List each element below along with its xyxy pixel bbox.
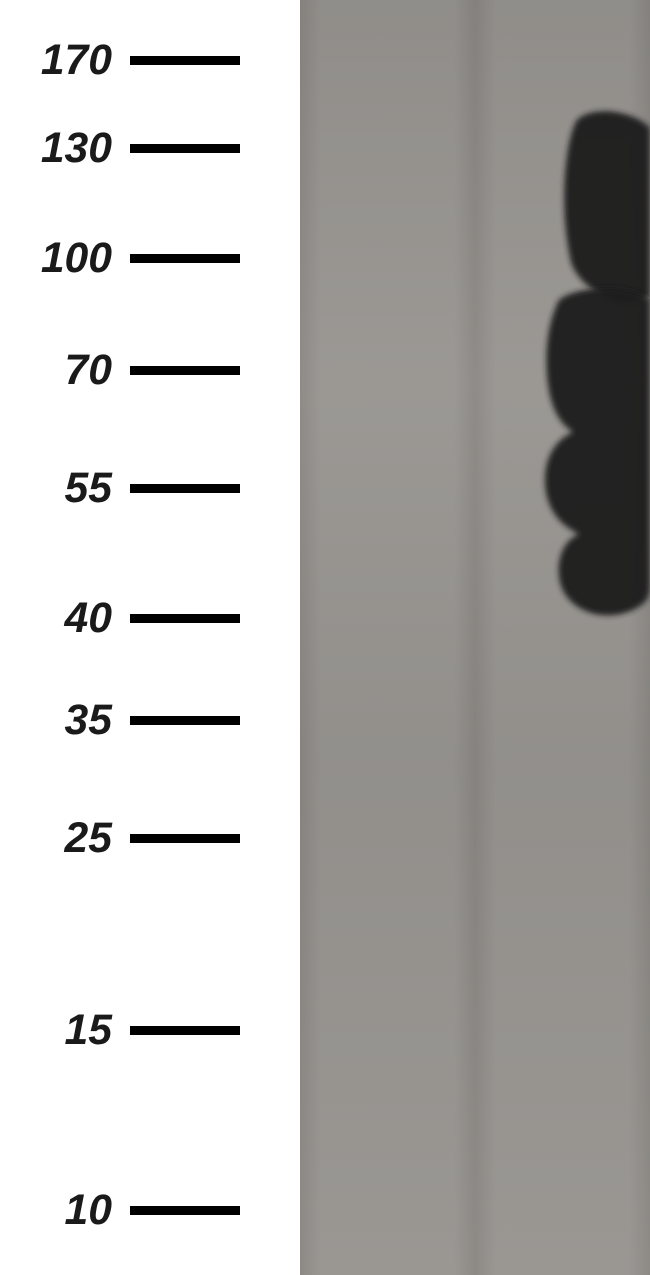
- ladder-marker: 25: [0, 818, 240, 858]
- ladder-marker-label: 10: [0, 1186, 130, 1235]
- western-blot-figure: 170 130 100 70 55 40 35 25 15 10: [0, 0, 650, 1275]
- ladder-marker: 10: [0, 1190, 240, 1230]
- ladder-marker-label: 35: [0, 696, 130, 745]
- ladder-marker-label: 25: [0, 814, 130, 863]
- ladder-marker-tick: [130, 144, 240, 153]
- ladder-marker-tick: [130, 1206, 240, 1215]
- molecular-weight-ladder: 170 130 100 70 55 40 35 25 15 10: [0, 0, 300, 1275]
- ladder-marker: 100: [0, 238, 240, 278]
- ladder-marker-tick: [130, 366, 240, 375]
- ladder-marker: 35: [0, 700, 240, 740]
- lane-texture: [300, 0, 475, 1275]
- ladder-marker-label: 70: [0, 346, 130, 395]
- ladder-marker: 170: [0, 40, 240, 80]
- ladder-marker-tick: [130, 56, 240, 65]
- ladder-marker: 130: [0, 128, 240, 168]
- lane-1: [300, 0, 475, 1275]
- ladder-marker: 40: [0, 598, 240, 638]
- ladder-marker-tick: [130, 834, 240, 843]
- ladder-marker-label: 15: [0, 1006, 130, 1055]
- ladder-marker-tick: [130, 1026, 240, 1035]
- ladder-marker-tick: [130, 254, 240, 263]
- ladder-marker: 55: [0, 468, 240, 508]
- lane-2: [475, 0, 650, 1275]
- ladder-marker-label: 100: [0, 234, 130, 283]
- ladder-marker-label: 40: [0, 594, 130, 643]
- blot-membrane: [300, 0, 650, 1275]
- lane-texture: [475, 0, 650, 1275]
- ladder-marker-label: 55: [0, 464, 130, 513]
- ladder-marker-tick: [130, 484, 240, 493]
- ladder-marker-label: 130: [0, 124, 130, 173]
- ladder-marker-tick: [130, 614, 240, 623]
- ladder-marker-tick: [130, 716, 240, 725]
- ladder-marker: 15: [0, 1010, 240, 1050]
- ladder-marker: 70: [0, 350, 240, 390]
- ladder-marker-label: 170: [0, 36, 130, 85]
